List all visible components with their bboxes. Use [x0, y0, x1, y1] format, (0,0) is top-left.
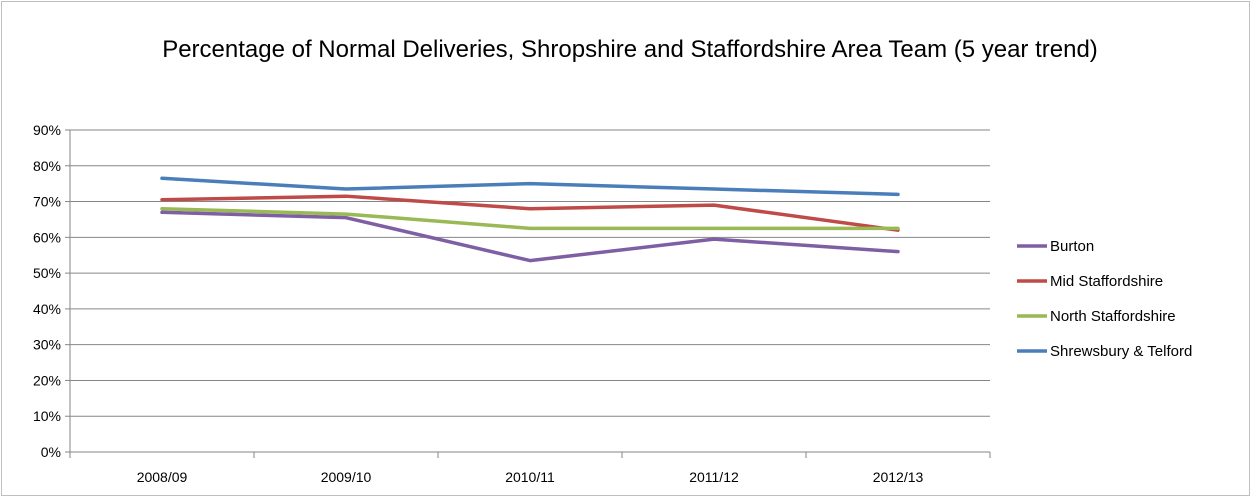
series-line [160, 194, 900, 232]
chart-title: Percentage of Normal Deliveries, Shropsh… [162, 36, 1098, 63]
y-tick-label: 50% [33, 265, 61, 281]
x-tick-label: 2008/09 [137, 469, 188, 485]
gridlines [70, 129, 990, 417]
y-tick-label: 70% [33, 194, 61, 210]
legend: Burton Mid Staffordshire North Staffordshi… [1017, 238, 1192, 360]
series-line [160, 206, 900, 231]
legend-label: North Staffordshire [1050, 308, 1176, 325]
legend-label: Mid Staffordshire [1050, 273, 1163, 290]
y-tick-label: 20% [33, 372, 61, 388]
series-lines [160, 176, 900, 263]
legend-label: Shrewsbury & Telford [1050, 343, 1192, 360]
y-tick-label: 40% [33, 301, 61, 317]
axes [65, 129, 991, 458]
y-tick-label: 80% [33, 158, 61, 174]
x-tick-label: 2011/12 [689, 469, 739, 485]
y-tick-label: 10% [33, 408, 61, 424]
x-tick-label: 2010/11 [505, 469, 555, 485]
series-line [160, 176, 900, 197]
y-tick-label: 30% [33, 337, 61, 353]
y-axis-ticks: 0% 10% 20% 30% 40% 50% 60% 70% 80% 90% [33, 122, 61, 460]
x-tick-label: 2012/13 [873, 469, 924, 485]
y-tick-label: 90% [33, 122, 61, 138]
x-axis-ticks: 2008/09 2009/10 2010/11 2011/12 2012/13 [137, 469, 924, 485]
y-tick-label: 60% [33, 229, 61, 245]
series-line [160, 210, 900, 263]
legend-label: Burton [1050, 238, 1094, 255]
y-tick-label: 0% [41, 444, 61, 460]
x-tick-label: 2009/10 [321, 469, 372, 485]
